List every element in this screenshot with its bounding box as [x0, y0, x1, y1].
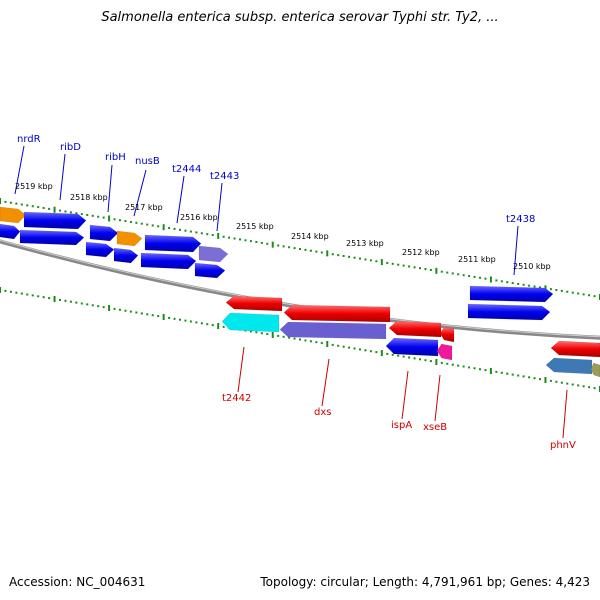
leader-line	[216, 182, 223, 232]
scale-label: 2512 kbp	[402, 248, 440, 257]
genome-summary-text: Topology: circular; Length: 4,791,961 bp…	[260, 575, 590, 589]
gene-arrow[interactable]	[279, 321, 387, 340]
gene-arrow[interactable]	[198, 245, 229, 263]
gene-arrow[interactable]	[283, 304, 391, 323]
gene-label[interactable]: t2444	[172, 164, 201, 175]
leader-line	[107, 164, 113, 213]
scale-label: 2519 kbp	[15, 182, 53, 191]
gene-label[interactable]: ribD	[60, 142, 81, 153]
gene-arrow[interactable]	[225, 295, 283, 312]
gene-label[interactable]: dxs	[314, 407, 331, 418]
gene-arrow[interactable]	[388, 320, 442, 338]
gene-label[interactable]: xseB	[423, 422, 447, 433]
leader-line	[133, 169, 147, 217]
gene-label[interactable]: t2442	[222, 393, 251, 404]
leader-line	[59, 153, 66, 201]
scale-label: 2518 kbp	[70, 193, 108, 202]
gene-arrow[interactable]	[0, 206, 27, 224]
gene-arrow[interactable]	[550, 340, 600, 358]
leader-line	[562, 389, 568, 439]
gene-arrow[interactable]	[221, 312, 280, 333]
leader-line	[321, 358, 330, 407]
gene-arrow[interactable]	[194, 262, 226, 279]
gene-label[interactable]: phnV	[550, 440, 576, 451]
gene-arrow[interactable]	[89, 224, 119, 242]
scale-label: 2511 kbp	[458, 255, 496, 264]
gene-arrow[interactable]	[144, 234, 202, 253]
gene-label[interactable]: t2438	[506, 214, 535, 225]
gene-arrow[interactable]	[385, 337, 439, 357]
gene-arrow[interactable]	[140, 252, 197, 270]
gene-labels[interactable]: nrdR ribD ribH nusB t2444 t2443 t2438 t2442 dxs i…	[17, 134, 576, 451]
gene-arrow[interactable]	[23, 211, 87, 230]
leader-line	[176, 175, 185, 224]
gene-label[interactable]: nrdR	[17, 134, 41, 145]
leader-line	[14, 145, 25, 195]
gene-features[interactable]	[0, 206, 600, 378]
leader-line	[513, 225, 519, 276]
gene-arrow[interactable]	[116, 230, 143, 247]
gene-arrow[interactable]	[19, 229, 85, 246]
scale-label: 2517 kbp	[125, 203, 163, 212]
scale-label: 2510 kbp	[513, 262, 551, 271]
gene-arrow[interactable]	[85, 241, 115, 258]
scale-label: 2515 kbp	[236, 222, 274, 231]
gene-arrow[interactable]	[467, 303, 551, 321]
leader-line	[434, 374, 441, 422]
scale-label: 2516 kbp	[180, 213, 218, 222]
gene-arrow[interactable]	[439, 326, 455, 343]
gene-arrow[interactable]	[469, 285, 554, 303]
gene-label[interactable]: ispA	[391, 420, 412, 431]
gene-label[interactable]: t2443	[210, 171, 239, 182]
scale-label: 2513 kbp	[346, 239, 384, 248]
leader-line	[401, 370, 409, 420]
scale-labels: 2519 kbp 2518 kbp 2517 kbp 2516 kbp 2515 kbp…	[15, 182, 551, 271]
gene-arrow[interactable]	[590, 362, 600, 378]
gene-arrow[interactable]	[113, 247, 139, 264]
map-title: Salmonella enterica subsp. enterica sero…	[101, 10, 499, 25]
gene-arrow[interactable]	[545, 357, 593, 375]
scale-label: 2514 kbp	[291, 232, 329, 241]
leader-line	[237, 346, 245, 393]
label-leaders	[14, 145, 568, 439]
gene-arrow[interactable]	[0, 223, 21, 240]
reverse-scale-ticks	[0, 287, 600, 392]
accession-text: Accession: NC_004631	[9, 575, 146, 589]
forward-scale-ticks	[0, 198, 600, 300]
gene-arrow[interactable]	[436, 343, 453, 361]
gene-label[interactable]: nusB	[135, 156, 160, 167]
gene-label[interactable]: ribH	[105, 152, 126, 163]
